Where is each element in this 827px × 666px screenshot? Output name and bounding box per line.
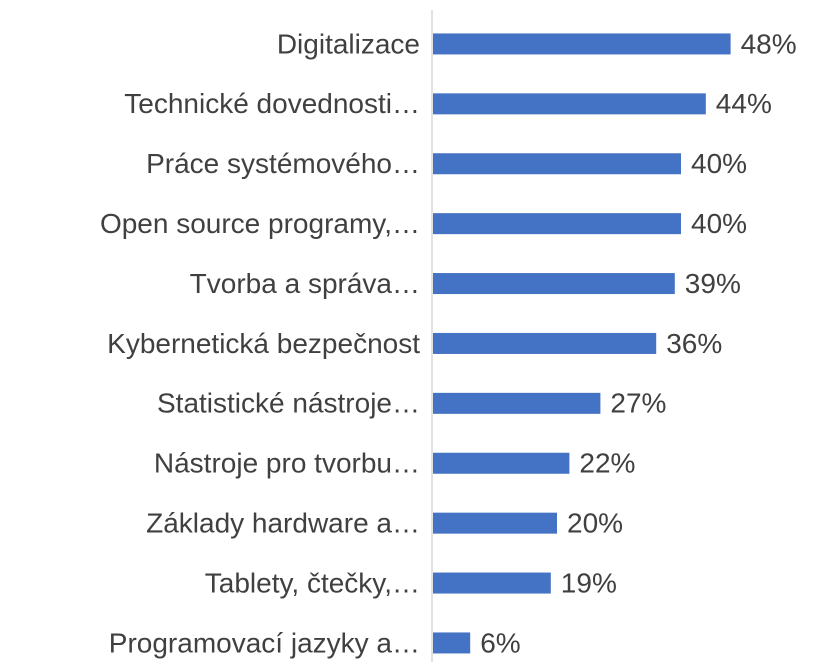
data-label: 19%: [561, 567, 617, 598]
category-label: Tvorba a správa…: [190, 268, 420, 299]
data-label: 44%: [716, 88, 772, 119]
bar: [433, 632, 471, 654]
category-label: Digitalizace: [277, 28, 420, 59]
category-label: Statistické nástroje…: [157, 388, 420, 419]
data-label: 20%: [567, 508, 623, 539]
data-label: 39%: [685, 268, 741, 299]
bar: [433, 93, 706, 115]
data-label: 40%: [691, 148, 747, 179]
data-label: 40%: [691, 208, 747, 239]
bar: [433, 33, 731, 55]
category-label: Práce systémového…: [146, 148, 420, 179]
data-label: 36%: [666, 328, 722, 359]
category-label: Kybernetická bezpečnost: [107, 328, 420, 359]
bar: [433, 572, 551, 594]
category-label: Open source programy,…: [100, 208, 420, 239]
data-label: 22%: [579, 448, 635, 479]
bar: [433, 213, 681, 235]
category-label: Technické dovednosti…: [124, 88, 420, 119]
data-label: 27%: [610, 388, 666, 419]
bar: [433, 452, 570, 474]
bar: [433, 332, 657, 354]
category-label: Základy hardware a…: [146, 508, 420, 539]
category-label: Programovací jazyky a…: [109, 627, 420, 658]
category-label: Tablety, čtečky,…: [205, 567, 420, 598]
bar: [433, 392, 601, 414]
bar: [433, 273, 675, 295]
data-label: 48%: [741, 28, 797, 59]
bar: [433, 153, 681, 175]
bar: [433, 512, 557, 534]
data-label: 6%: [480, 627, 520, 658]
category-label: Nástroje pro tvorbu…: [154, 448, 420, 479]
